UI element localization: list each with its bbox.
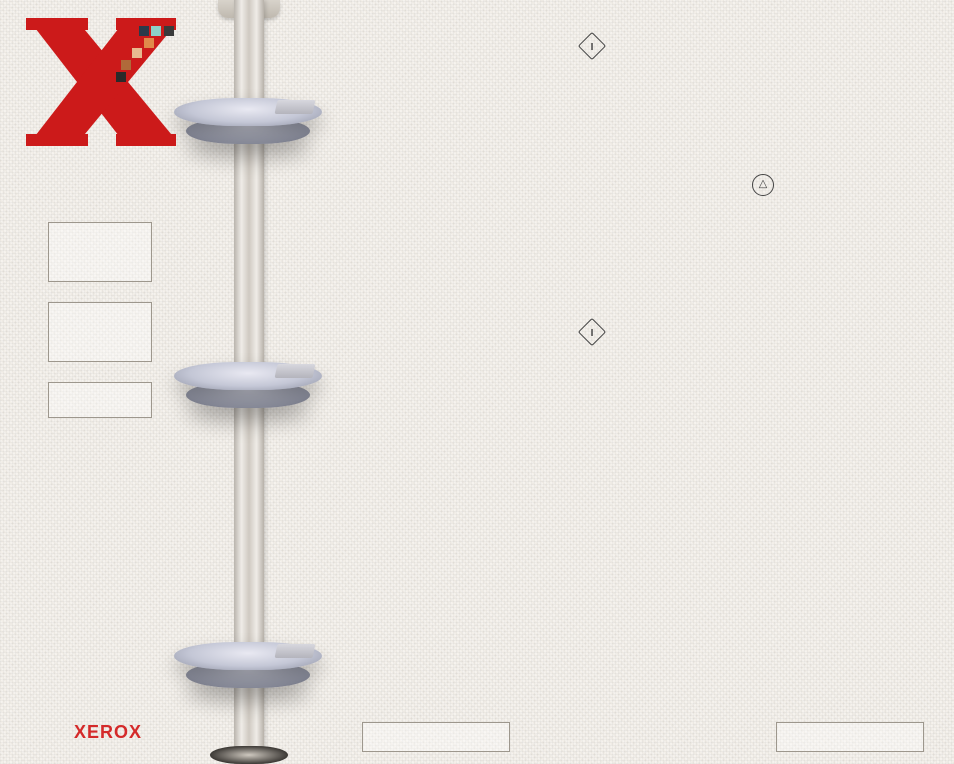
- shelf-2: [174, 362, 322, 408]
- logo-pixel: [121, 60, 131, 70]
- stop-icon[interactable]: ▽: [752, 174, 774, 196]
- side-panel-2[interactable]: [48, 302, 152, 362]
- side-panel-3[interactable]: [48, 382, 152, 418]
- footer-panel-1[interactable]: [362, 722, 510, 752]
- column-base: [210, 746, 288, 764]
- start-icon-1[interactable]: I: [582, 36, 602, 56]
- xerox-x-logo: [26, 8, 176, 148]
- logo-pixel: [144, 38, 154, 48]
- logo-pixel: [116, 72, 126, 82]
- shelf-1: [174, 98, 322, 144]
- side-panel-1[interactable]: [48, 222, 152, 282]
- footer-panel-2[interactable]: [776, 722, 924, 752]
- shelf-3: [174, 642, 322, 688]
- brand-footer-text: XEROX: [74, 722, 142, 743]
- logo-pixel: [139, 26, 149, 36]
- logo-pixel: [151, 26, 161, 36]
- logo-pixel: [132, 48, 142, 58]
- logo-pixel: [164, 26, 174, 36]
- start-icon-2[interactable]: I: [582, 322, 602, 342]
